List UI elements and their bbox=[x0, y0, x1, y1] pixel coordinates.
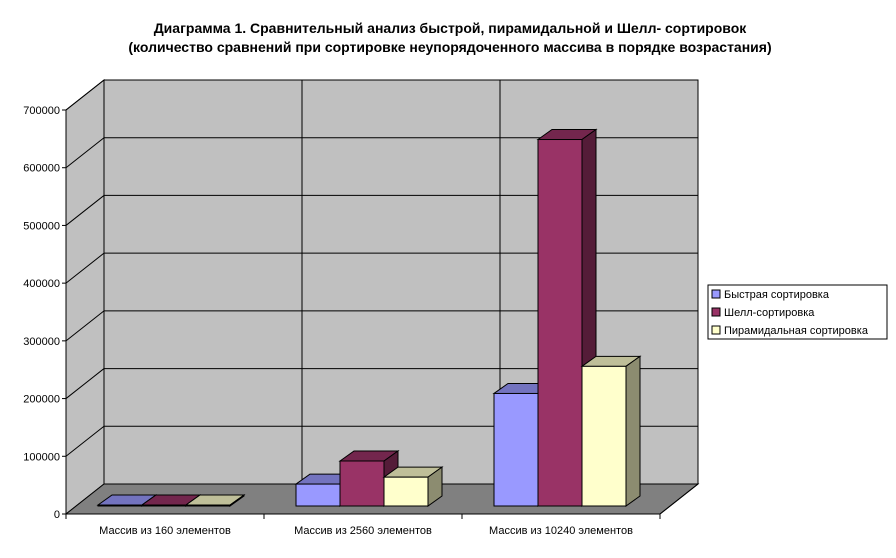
x-tick-label: Массив из 160 элементов bbox=[99, 525, 231, 537]
y-tick-label: 100000 bbox=[23, 451, 60, 463]
y-tick-label: 600000 bbox=[23, 163, 60, 175]
y-tick-label: 500000 bbox=[23, 220, 60, 232]
bar bbox=[537, 139, 583, 507]
bar bbox=[295, 483, 341, 507]
x-tick-label: Массив из 2560 элементов bbox=[294, 525, 432, 537]
legend-swatch-2 bbox=[711, 325, 721, 335]
legend-box bbox=[707, 284, 888, 340]
y-tick-label: 200000 bbox=[23, 394, 60, 406]
bar bbox=[383, 476, 429, 507]
bar bbox=[581, 365, 627, 507]
legend: Быстрая сортировка Шелл-сортировка Пирам… bbox=[707, 284, 888, 340]
bar bbox=[493, 392, 539, 507]
gridline-side bbox=[65, 425, 105, 457]
gridline-side bbox=[65, 137, 105, 169]
y-tick-label: 300000 bbox=[23, 336, 60, 348]
legend-label-2: Пирамидальная сортировка bbox=[724, 325, 869, 337]
legend-label-0: Быстрая сортировка bbox=[724, 289, 830, 301]
gridline-side bbox=[65, 368, 105, 399]
side-wall bbox=[65, 78, 105, 516]
axes: 0 100000 200000 300000 400000 500000 600000 700… bbox=[23, 105, 699, 537]
y-tick-label: 0 bbox=[54, 509, 60, 521]
bars bbox=[96, 128, 642, 507]
bar-side bbox=[625, 355, 641, 507]
bar bbox=[141, 504, 187, 507]
x-axis-depth bbox=[659, 483, 699, 515]
bar bbox=[97, 504, 143, 507]
gridline-side bbox=[65, 310, 105, 342]
legend-swatch-1 bbox=[711, 307, 721, 317]
y-tick-label: 700000 bbox=[23, 105, 60, 117]
legend-label-1: Шелл-сортировка bbox=[724, 307, 815, 319]
bar bbox=[339, 460, 385, 507]
chart-title: Диаграмма 1. Сравнительный анализ быстро… bbox=[154, 20, 748, 36]
gridline-side bbox=[65, 79, 105, 111]
y-tick-label: 400000 bbox=[23, 278, 60, 290]
legend-swatch-0 bbox=[711, 289, 721, 299]
chart-subtitle: (количество сравнений при сортировке неу… bbox=[128, 39, 771, 55]
bar bbox=[185, 504, 231, 507]
gridline-side bbox=[65, 195, 105, 226]
x-tick-label: Массив из 10240 элементов bbox=[489, 525, 633, 537]
gridline-side bbox=[65, 252, 105, 284]
